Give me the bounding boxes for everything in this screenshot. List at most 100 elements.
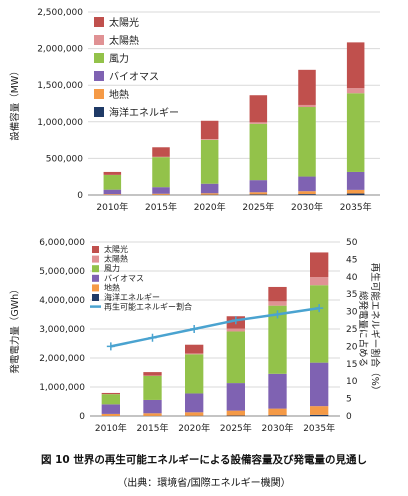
legend-swatch — [94, 107, 104, 117]
bar-segment — [226, 331, 245, 384]
y-tick-label: 6,000,000 — [39, 238, 85, 248]
y-tick-label: 2,500,000 — [37, 8, 83, 18]
x-tick-label: 2010年 — [96, 201, 128, 213]
y-tick-label: 1,000,000 — [37, 118, 83, 128]
share-marker — [315, 304, 324, 313]
x-tick-label: 2030年 — [262, 422, 294, 434]
bar-segment — [101, 392, 120, 395]
bar-segment — [185, 353, 204, 355]
legend-swatch — [92, 246, 99, 253]
bar-segment — [249, 194, 268, 195]
bar-segment — [200, 139, 219, 140]
legend-label: 再生可能エネルギー割合 — [104, 302, 192, 312]
x-tick-label: 2035年 — [340, 201, 372, 213]
bar-segment — [310, 362, 329, 407]
bar-segment — [249, 192, 268, 195]
x-tick-label: 2030年 — [291, 201, 323, 213]
bar-segment — [200, 139, 219, 184]
legend-label: 太陽光 — [104, 244, 128, 254]
bar-segment — [298, 176, 316, 192]
bar-segment — [152, 193, 170, 195]
legend-swatch — [94, 71, 104, 81]
bar-segment — [346, 171, 365, 190]
bar-segment — [200, 193, 219, 195]
y-axis-title: 発電電力量（GWh） — [9, 284, 21, 373]
x-tick-label: 2010年 — [95, 422, 127, 434]
bar-segment — [268, 301, 287, 306]
bar-segment — [226, 328, 245, 332]
legend-label: 太陽光 — [109, 16, 139, 29]
legend-swatch — [92, 284, 99, 292]
bar-segment — [310, 285, 329, 363]
bar-segment — [185, 354, 204, 394]
bar-segment — [226, 383, 245, 411]
bar-segment — [298, 69, 316, 105]
legend-swatch — [94, 53, 104, 63]
bar-segment — [103, 194, 122, 195]
x-tick-label: 2025年 — [242, 201, 274, 213]
bar-segment — [103, 189, 122, 195]
share-marker — [190, 325, 199, 333]
bar-segment — [310, 406, 329, 415]
legend-swatch — [92, 265, 99, 273]
bar-segment — [143, 375, 162, 400]
legend-label: バイオマス — [109, 71, 159, 83]
bar-segment — [268, 408, 287, 416]
y-tick-label: 3,000,000 — [39, 325, 85, 335]
x-tick-label: 2015年 — [145, 201, 177, 213]
bar-segment — [143, 372, 162, 376]
figure-caption-source: （出典：環境省/国際エネルギー機関） — [117, 478, 291, 489]
bar-segment — [185, 344, 204, 354]
y-tick-label: 2,000,000 — [37, 45, 83, 55]
share-marker — [106, 342, 115, 351]
x-tick-label: 2020年 — [178, 422, 210, 434]
y-right-tick-label: 45 — [346, 255, 357, 265]
chart-installed-capacity: 0 500,000 1,000,000 1,500,000 2,000,000 2,500… — [9, 8, 380, 213]
legend-swatch — [92, 274, 99, 282]
share-marker — [148, 333, 157, 342]
x-tick-label: 2020年 — [194, 201, 226, 213]
bar-segment — [101, 404, 120, 414]
y-right-tick-label: 25 — [346, 325, 357, 335]
y-tick-label: 4,000,000 — [39, 296, 85, 306]
bar-segment — [310, 414, 329, 416]
bar-segment — [200, 183, 219, 194]
bar-segment — [298, 194, 316, 195]
y-tick-label: 1,000,000 — [39, 383, 85, 393]
bar-segment — [185, 412, 204, 416]
bar-segment — [152, 157, 170, 188]
share-marker — [231, 316, 240, 325]
figure-caption-title: 図 10 世界の再生可能エネルギーによる設備容量及び発電量の見通し — [40, 454, 368, 466]
bar-segment — [346, 42, 365, 89]
bar-segment — [101, 413, 120, 416]
bar-segment — [310, 277, 329, 286]
y-tick-label: 5,000,000 — [39, 267, 85, 277]
y-tick-label: 2,000,000 — [39, 354, 85, 364]
y-right-tick-label: 15 — [346, 360, 357, 370]
y-right-axis-title: 総発電量に占める — [357, 291, 369, 367]
bar-segment — [249, 123, 268, 181]
y-right-tick-label: 50 — [346, 238, 358, 248]
bar-segment — [103, 175, 122, 190]
y-tick-label: 500,000 — [46, 154, 83, 164]
bar-segment — [185, 393, 204, 413]
bar-segment — [268, 415, 287, 416]
bar-segment — [152, 147, 170, 157]
y-right-tick-label: 35 — [346, 290, 357, 300]
legend-swatch — [94, 35, 104, 45]
y-right-tick-label: 5 — [346, 395, 352, 405]
bar-segment — [346, 88, 365, 94]
legend-swatch — [92, 255, 99, 263]
bar-segment — [268, 305, 287, 374]
y-right-tick-label: 20 — [346, 342, 358, 352]
chart-power-generation: 0 1,000,000 2,000,000 3,000,000 4,000,000 5,0… — [9, 238, 381, 434]
x-tick-label: 2035年 — [303, 422, 335, 434]
legend-label: バイオマス — [104, 274, 144, 283]
bar-segment — [268, 286, 287, 302]
legend-label: 太陽熱 — [104, 254, 128, 264]
bar-segment — [143, 413, 162, 416]
legend-swatch — [92, 294, 99, 301]
legend-label: 風力 — [109, 52, 129, 65]
x-tick-label: 2015年 — [137, 422, 169, 434]
